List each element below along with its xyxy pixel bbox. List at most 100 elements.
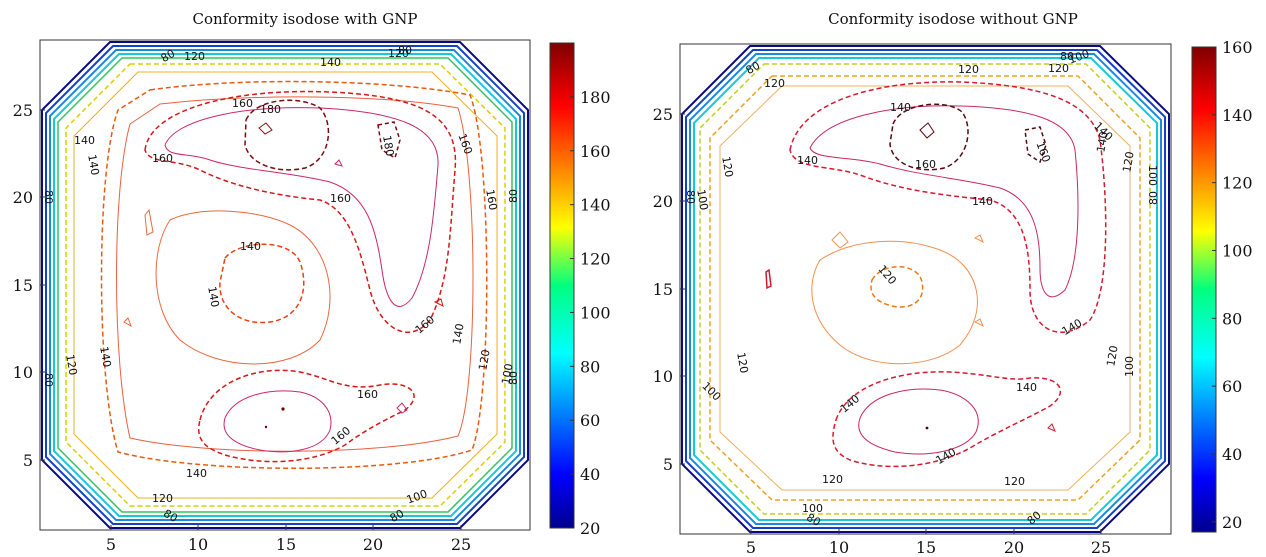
colorbar-ticks: 20 40 60 80 100 120 140 160 180	[570, 88, 611, 538]
colorbar-ticks: 20 40 60 80 100 120 140 160	[1212, 38, 1253, 532]
isodose-island	[831, 231, 849, 249]
contour-label: 80	[1147, 191, 1160, 205]
isodose-140	[100, 80, 488, 469]
contour-label: 120	[719, 155, 735, 178]
isodose-125	[73, 71, 498, 499]
dose-point-marker	[264, 425, 268, 429]
contour-label: 140	[97, 345, 113, 368]
isodose-140-center	[219, 243, 305, 324]
colorbar-gradient	[1191, 46, 1217, 533]
dose-max-marker	[281, 407, 285, 411]
x-tick-label: 15	[276, 535, 296, 554]
isodose-160	[889, 103, 969, 171]
contour-label: 140	[797, 154, 818, 167]
contour-label: 140	[1094, 131, 1110, 154]
isodose-120-center	[870, 266, 924, 308]
isodose-band-40	[685, 49, 1166, 529]
plot-area	[679, 43, 1172, 535]
plot-frame	[679, 43, 1172, 535]
contour-label: 180	[380, 134, 396, 157]
chart-title: Conformity isodose with GNP	[192, 10, 417, 28]
y-tick-label: 25	[13, 101, 33, 120]
isodose-180-small	[377, 121, 401, 160]
isodose-band-60	[689, 53, 1162, 525]
colorbar-tick-label: 80	[1222, 309, 1242, 328]
isodose-band-20	[41, 41, 529, 529]
y-axis: 5 10 15 20 25	[13, 101, 45, 470]
chart-title: Conformity isodose without GNP	[828, 10, 1078, 28]
contour-label: 140	[85, 153, 101, 176]
x-tick-label: 10	[829, 538, 849, 557]
x-tick-label: 20	[363, 535, 383, 554]
isodose-island	[973, 234, 984, 244]
contour-label: 140	[240, 240, 261, 253]
isodose-island	[1047, 423, 1056, 432]
contour-label: 80	[398, 44, 412, 57]
contour-label: 140	[205, 285, 221, 308]
contour-label: 120	[958, 63, 979, 76]
isodose-band-100	[57, 57, 513, 513]
colorbar-tick-label: 160	[580, 142, 611, 161]
contour-label: 160	[330, 192, 351, 205]
isodose-180-main	[244, 99, 330, 171]
colorbar: 20 40 60 80 100 120 140 160 180	[549, 42, 611, 538]
contour-labels: 180 180 160 160 160 160 160 160 160 160 …	[42, 44, 520, 525]
isodose-island	[334, 159, 343, 167]
contour-label: 80	[507, 371, 520, 385]
chart-without-gnp: Conformity isodose without GNP	[653, 10, 1253, 557]
colorbar-tick-label: 120	[580, 250, 611, 269]
contour-label: 140	[1016, 381, 1037, 394]
contour-label: 100	[1123, 356, 1136, 377]
plot-frame	[39, 39, 531, 531]
contour-label: 80	[1060, 50, 1074, 63]
x-tick-label: 10	[188, 535, 208, 554]
colorbar-tick-label: 80	[580, 357, 600, 376]
isodose-band-100	[699, 63, 1151, 515]
isodose-island	[123, 317, 132, 328]
isodose-island	[919, 122, 935, 139]
y-tick-label: 15	[13, 276, 33, 295]
x-axis: 5 10 15 20 25	[106, 525, 471, 554]
contour-label: 140	[450, 323, 466, 346]
y-tick-label: 5	[23, 451, 33, 470]
isodose-145	[116, 96, 474, 452]
isodose-island	[433, 298, 444, 307]
x-tick-label: 5	[746, 538, 756, 557]
isodose-island	[396, 402, 408, 414]
isodose-165-lower	[223, 390, 332, 453]
contour-label: 120	[1004, 475, 1025, 488]
colorbar-tick-label: 180	[580, 88, 611, 107]
colorbar-tick-label: 20	[580, 519, 600, 538]
contour-label: 160	[357, 388, 378, 401]
y-tick-label: 20	[13, 188, 33, 207]
contour-label: 100	[694, 188, 710, 211]
isodose-band-60	[49, 49, 521, 521]
isodose-band-80	[53, 53, 517, 517]
contour-label: 120	[184, 50, 205, 63]
isodose-140-lower	[832, 371, 1062, 468]
x-tick-label: 15	[916, 538, 936, 557]
x-axis: 5 10 15 20 25	[746, 529, 1111, 557]
contour-label: 80	[159, 47, 178, 65]
colorbar-tick-label: 100	[1222, 241, 1253, 260]
y-tick-label: 20	[653, 192, 673, 211]
contour-label: 120	[1120, 151, 1136, 174]
dose-point-marker	[925, 426, 929, 430]
colorbar-tick-label: 140	[1222, 106, 1253, 125]
plot-area	[39, 39, 531, 531]
colorbar-tick-label: 160	[1222, 38, 1253, 57]
isodose-band-20	[681, 45, 1170, 533]
isodose-145-center	[155, 210, 331, 365]
contour-label: 120	[63, 353, 79, 376]
contour-label: 120	[1048, 62, 1069, 75]
chart-with-gnp: Conformity isodose with GNP	[13, 10, 611, 554]
contour-label: 140	[890, 101, 911, 114]
contour-label: 120	[152, 492, 173, 505]
x-tick-label: 25	[1091, 538, 1111, 557]
isodose-145-upper	[809, 105, 1079, 298]
contour-label: 80	[388, 507, 407, 525]
colorbar-tick-label: 20	[1222, 513, 1242, 532]
colorbar-tick-label: 100	[580, 303, 611, 322]
colorbar-tick-label: 40	[1222, 445, 1242, 464]
